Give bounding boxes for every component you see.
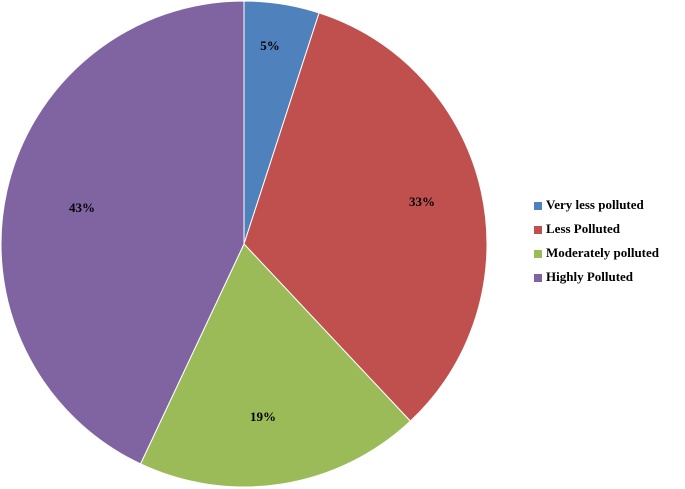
legend: Very less polluted Less Polluted Moderatel… xyxy=(534,197,660,284)
pie-slice-labels: 5% 33% 19% 43% xyxy=(69,38,435,424)
legend-item-less-polluted: Less Polluted xyxy=(534,221,621,236)
legend-swatch xyxy=(534,202,542,210)
legend-swatch xyxy=(534,226,542,234)
legend-label: Highly Polluted xyxy=(546,269,634,284)
slice-label-highly-polluted: 43% xyxy=(69,200,95,215)
legend-item-highly-polluted: Highly Polluted xyxy=(534,269,634,284)
legend-item-moderately-polluted: Moderately polluted xyxy=(534,245,660,260)
pie-slice-moderately-polluted xyxy=(139,243,412,488)
slice-label-very-less-polluted: 5% xyxy=(260,38,280,53)
legend-item-very-less-polluted: Very less polluted xyxy=(534,197,645,212)
slice-label-moderately-polluted: 19% xyxy=(250,409,276,424)
slice-label-less-polluted: 33% xyxy=(409,194,435,209)
legend-label: Less Polluted xyxy=(546,221,621,236)
legend-swatch xyxy=(534,250,542,258)
pie-slice-less-polluted xyxy=(243,12,488,422)
legend-label: Moderately polluted xyxy=(546,245,660,260)
legend-swatch xyxy=(534,274,542,282)
pie-slices xyxy=(0,0,488,488)
legend-label: Very less polluted xyxy=(546,197,645,212)
pie-slice-highly-polluted xyxy=(0,0,245,465)
